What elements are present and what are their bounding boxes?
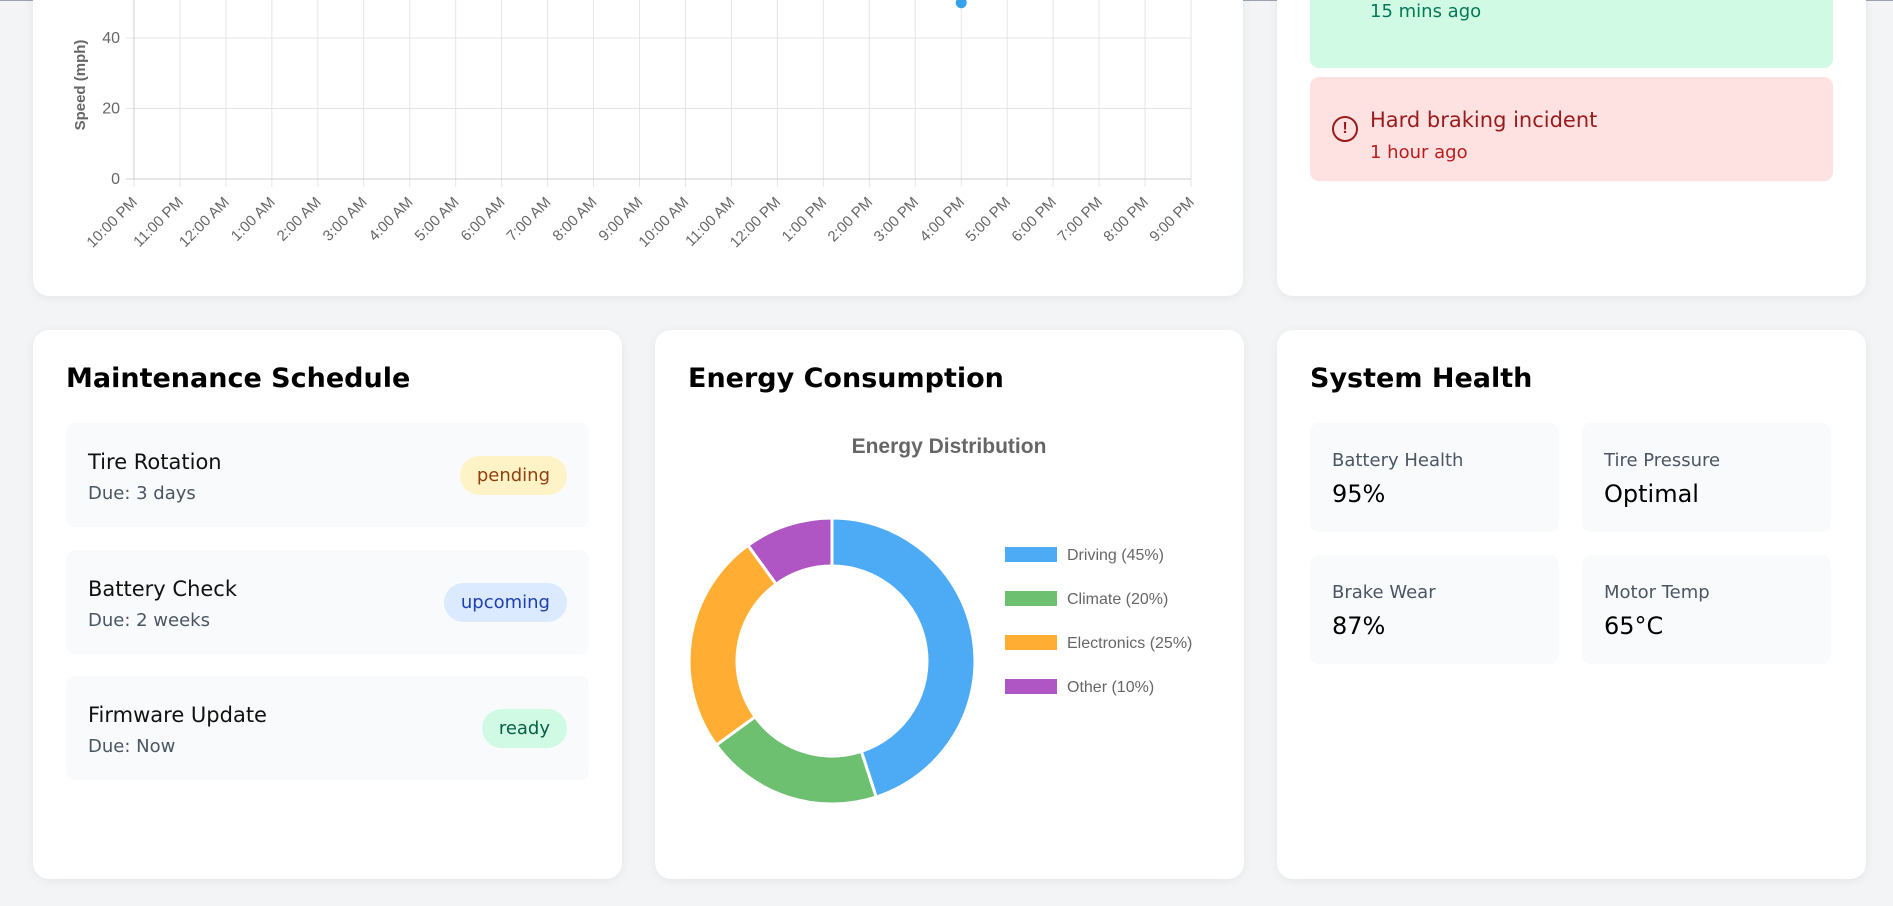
alert-item[interactable]: ! System charging safely 15 mins ago xyxy=(1310,0,1833,68)
system-health-title: System Health xyxy=(1310,363,1533,394)
legend-label: Other (10%) xyxy=(1067,679,1154,696)
maintenance-item-due: Due: Now xyxy=(88,736,176,757)
alert-title: Hard braking incident xyxy=(1370,108,1598,132)
x-tick-label: 9:00 PM xyxy=(1146,194,1198,246)
chart-title: Energy Distribution xyxy=(852,435,1047,458)
maintenance-item[interactable]: Tire Rotation Due: 3 days pending xyxy=(66,423,589,527)
x-tick-label: 5:00 AM xyxy=(412,194,463,245)
x-tick-label: 1:00 AM xyxy=(228,194,279,245)
legend-swatch xyxy=(1005,547,1057,562)
y-axis-label: Speed (mph) xyxy=(72,40,89,131)
legend-swatch xyxy=(1005,635,1057,650)
x-tick-label: 4:00 PM xyxy=(917,194,969,246)
legend-label: Climate (20%) xyxy=(1067,591,1168,608)
status-badge: ready xyxy=(481,709,567,748)
health-tile-label: Motor Temp xyxy=(1604,582,1710,603)
legend-label: Driving (45%) xyxy=(1067,547,1164,564)
maintenance-card: Maintenance Schedule Tire Rotation Due: … xyxy=(33,330,622,879)
legend-swatch xyxy=(1005,591,1057,606)
x-tick-label: 3:00 AM xyxy=(320,194,371,245)
x-tick-label: 8:00 PM xyxy=(1100,194,1152,246)
maintenance-title: Maintenance Schedule xyxy=(66,363,411,394)
health-tile: Battery Health 95% xyxy=(1310,423,1559,532)
energy-chart: Energy Distribution Driving (45%) Climate … xyxy=(687,435,1192,806)
health-tile-label: Brake Wear xyxy=(1332,582,1436,603)
health-tile-value: 95% xyxy=(1332,480,1386,508)
maintenance-item-due: Due: 3 days xyxy=(88,483,196,504)
x-tick-label: 2:00 PM xyxy=(825,194,877,246)
maintenance-item-name: Battery Check xyxy=(88,577,237,601)
energy-title: Energy Consumption xyxy=(688,363,1004,394)
maintenance-item-name: Tire Rotation xyxy=(88,450,222,474)
y-tick-label: 0 xyxy=(111,171,120,188)
x-tick-label: 3:00 PM xyxy=(871,194,923,246)
alert-circle-icon: ! xyxy=(1332,116,1358,142)
health-tile: Motor Temp 65°C xyxy=(1582,555,1831,664)
maintenance-item[interactable]: Battery Check Due: 2 weeks upcoming xyxy=(66,550,589,654)
alert-time: 15 mins ago xyxy=(1370,1,1482,22)
alert-time: 1 hour ago xyxy=(1370,142,1468,163)
legend-swatch xyxy=(1005,679,1057,694)
health-tile-value: 87% xyxy=(1332,612,1386,640)
health-tile: Brake Wear 87% xyxy=(1310,555,1559,664)
x-tick-label: 12:00 PM xyxy=(727,194,784,251)
x-tick-label: 7:00 PM xyxy=(1054,194,1106,246)
x-tick-label: 6:00 PM xyxy=(1008,194,1060,246)
legend-label: Electronics (25%) xyxy=(1067,635,1192,652)
pie-slice xyxy=(745,516,834,587)
y-tick-label: 20 xyxy=(102,101,120,118)
speed-chart-card: 10:00 PM 11:00 PM 12:00 AM 1:00 AM 2:00 AM 3:… xyxy=(33,0,1243,296)
x-tick-label: 12:00 AM xyxy=(176,194,233,251)
data-point xyxy=(955,0,967,9)
x-tick-label: 7:00 AM xyxy=(503,194,554,245)
x-tick-label: 6:00 AM xyxy=(458,194,509,245)
health-tile-value: 65°C xyxy=(1604,612,1664,640)
alert-item[interactable]: ! Hard braking incident 1 hour ago xyxy=(1310,77,1833,181)
health-tile-label: Battery Health xyxy=(1332,450,1464,471)
alerts-card: ! System charging safely 15 mins ago ! H… xyxy=(1277,0,1866,296)
pie-slice xyxy=(714,714,879,806)
x-tick-label: 10:00 PM xyxy=(83,194,140,251)
health-tile: Tire Pressure Optimal xyxy=(1582,423,1831,532)
x-tick-label: 10:00 AM xyxy=(635,194,692,251)
pie-slice xyxy=(687,543,779,748)
health-tile-label: Tire Pressure xyxy=(1604,450,1721,471)
pie-slice xyxy=(830,516,977,799)
energy-card: Energy Consumption Energy Distribution Dr… xyxy=(655,330,1244,879)
system-health-card: System Health Battery Health 95% Tire Pr… xyxy=(1277,330,1866,879)
health-tile-value: Optimal xyxy=(1604,480,1699,508)
x-tick-label: 8:00 AM xyxy=(549,194,600,245)
x-tick-label: 5:00 PM xyxy=(962,194,1014,246)
x-tick-label: 1:00 PM xyxy=(779,194,831,246)
x-tick-label: 2:00 AM xyxy=(274,194,325,245)
x-tick-label: 4:00 AM xyxy=(366,194,417,245)
status-badge: pending xyxy=(459,456,567,495)
y-tick-label: 40 xyxy=(102,30,120,47)
maintenance-item-due: Due: 2 weeks xyxy=(88,610,210,631)
status-badge: upcoming xyxy=(443,583,567,622)
maintenance-item-name: Firmware Update xyxy=(88,703,267,727)
maintenance-item[interactable]: Firmware Update Due: Now ready xyxy=(66,676,589,780)
